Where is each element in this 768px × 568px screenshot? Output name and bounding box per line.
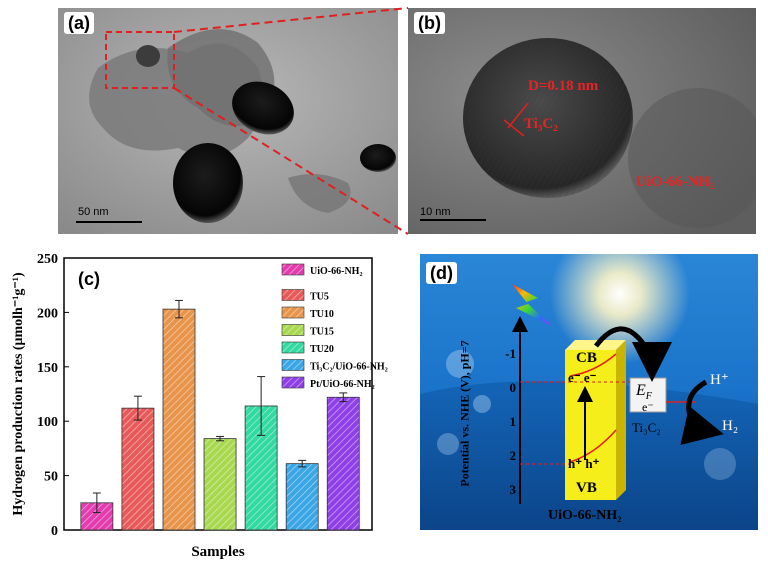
legend-label-6: Pt/UiO-66-NH₂ — [310, 379, 375, 390]
uio-label-d: UiO-66-NH₂ — [548, 508, 622, 523]
panel-label-c: (c) — [78, 269, 100, 289]
electron-label-1: e⁻ — [568, 370, 581, 385]
legend-label-3: TU15 — [310, 327, 334, 338]
legend-swatch-1 — [281, 289, 305, 301]
y-tick-label: 150 — [37, 361, 58, 376]
y-axis-label: Hydrogen production rates (μmolh⁻¹g⁻¹) — [11, 272, 26, 516]
potential-axis-label: Potential vs. NHE (V), pH=7 — [457, 340, 472, 487]
uio-label-b: UiO-66-NH₂ — [636, 174, 715, 190]
bar-chart-c: 0 50 100 150 200 250 Samples Hydrogen productio… — [0, 238, 412, 568]
legend-swatch-3 — [281, 324, 305, 336]
hole-label-1: h⁺ — [568, 456, 583, 471]
cb-label: CB — [576, 350, 597, 366]
lattice-spacing-label: D=0.18 nm — [528, 78, 599, 94]
panel-label-a: (a) — [64, 12, 94, 34]
potential-tick-label: 0 — [509, 380, 517, 395]
bar-6 — [326, 396, 360, 531]
band-diagram-drawing — [420, 254, 758, 530]
hole-labels: h⁺ h⁺ — [568, 456, 599, 472]
legend-label-5: Ti₃C₂/UiO-66-NH₂ — [310, 362, 388, 373]
hplus-label: H⁺ — [710, 372, 729, 388]
band-diagram-d: (d) Potential vs. NHE (V), pH=7 -1 0 1 2 3 C… — [420, 254, 758, 530]
ti3c2-label-d: Ti₃C₂ — [632, 420, 661, 435]
legend-label-2: TU10 — [310, 309, 334, 320]
bar-3 — [203, 438, 237, 531]
potential-tick-label: -1 — [505, 346, 516, 361]
potential-tick-label: 3 — [509, 482, 517, 497]
legend-swatch-2 — [281, 306, 305, 319]
legend-label-1: TU5 — [310, 292, 329, 303]
electron-label-2: e⁻ — [583, 370, 597, 385]
legend-label-0: UiO-66-NH₂ — [310, 266, 362, 277]
hrtem-image-b: (b) D=0.18 nm Ti₃C₂ UiO-66-NH₂ 10 nm — [408, 8, 756, 234]
fermi-level-label: EF — [636, 382, 652, 402]
legend-swatch-0 — [281, 263, 305, 276]
legend-label-4: TU20 — [310, 344, 334, 355]
scale-bar-label-a: 50 nm — [78, 206, 109, 218]
electron-label-ti3c2: e⁻ — [642, 400, 654, 414]
bar-5 — [285, 463, 319, 531]
x-axis-label: Samples — [191, 544, 245, 560]
potential-tick-label: 2 — [509, 448, 517, 463]
fermi-e: E — [636, 382, 646, 399]
panel-label-d: (d) — [426, 262, 457, 284]
potential-tick-label: 1 — [509, 414, 517, 429]
bar-2 — [162, 308, 196, 531]
y-tick-label: 100 — [37, 415, 58, 430]
panel-label-b: (b) — [414, 12, 445, 34]
y-tick-label: 50 — [44, 470, 58, 485]
hrtem-image-b-drawing — [408, 8, 756, 234]
scale-bar-label-b: 10 nm — [420, 206, 451, 218]
fermi-sub: F — [645, 391, 652, 403]
y-tick-label: 250 — [37, 252, 58, 267]
tem-image-a: (a) 50 nm — [58, 8, 398, 234]
bar-chart-svg: 0 50 100 150 200 250 Samples Hydrogen productio… — [11, 252, 388, 560]
legend-swatch-4 — [281, 341, 305, 354]
zoom-guide — [173, 7, 409, 235]
h2-label: H₂ — [722, 418, 739, 434]
ti3c2-label-b: Ti₃C₂ — [524, 116, 558, 132]
hole-label-2: h⁺ — [585, 456, 600, 471]
legend-swatch-6 — [281, 376, 305, 389]
vb-label: VB — [576, 480, 597, 496]
legend-swatch-5 — [281, 359, 305, 371]
y-tick-label: 200 — [37, 306, 58, 321]
tem-image-a-drawing — [58, 8, 398, 234]
bar-1 — [121, 407, 155, 531]
electron-labels: e⁻ e⁻ — [568, 370, 597, 386]
y-tick-label: 0 — [51, 524, 58, 539]
